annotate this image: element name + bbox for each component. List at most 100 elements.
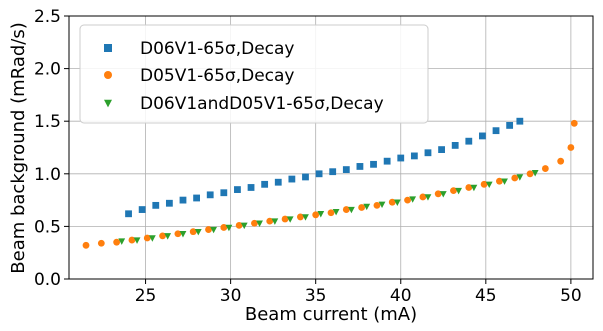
data-point — [404, 196, 411, 204]
data-point — [370, 160, 377, 168]
data-point — [438, 146, 445, 154]
data-point — [247, 184, 255, 191]
data-point — [470, 184, 478, 192]
data-point — [164, 233, 172, 240]
data-point — [288, 175, 296, 183]
data-point — [225, 224, 233, 232]
data-point — [286, 216, 294, 223]
data-point — [492, 127, 500, 135]
legend-marker — [104, 99, 112, 108]
data-point — [378, 201, 386, 209]
data-point — [234, 186, 241, 193]
x-tick-label: 25 — [135, 286, 157, 306]
data-point — [383, 157, 391, 165]
legend-label-d06v1: D06V1-65σ,Decay — [140, 39, 295, 59]
data-point — [266, 217, 274, 225]
plot-frame — [68, 15, 594, 280]
data-point — [397, 154, 405, 162]
data-point — [152, 201, 160, 209]
legend-label-d05v1: D05V1-65σ,Decay — [140, 66, 295, 86]
data-point — [356, 163, 364, 170]
legend-marker — [104, 71, 112, 79]
data-point — [451, 141, 459, 149]
data-point — [159, 232, 166, 240]
data-point — [342, 166, 350, 173]
data-point — [501, 178, 508, 185]
data-point — [205, 226, 212, 233]
data-point — [189, 228, 197, 236]
data-point — [439, 191, 447, 198]
data-point — [235, 221, 243, 229]
y-tick-label: 1.0 — [34, 165, 61, 185]
x-tick-label: 35 — [305, 286, 327, 306]
data-point — [373, 201, 381, 209]
y-tick-label: 0.5 — [34, 217, 61, 237]
x-tick-label: 30 — [220, 286, 242, 306]
data-point — [97, 239, 105, 247]
data-point — [363, 203, 371, 211]
data-point — [496, 177, 503, 185]
x-axis-label: Beam current (mA) — [245, 304, 417, 325]
data-point — [193, 194, 200, 202]
data-point — [240, 222, 248, 230]
data-point — [557, 157, 565, 165]
data-point — [220, 189, 228, 197]
data-point — [424, 149, 432, 157]
data-point — [206, 191, 214, 199]
data-point — [358, 204, 366, 211]
y-tick-label: 0.0 — [34, 270, 61, 290]
y-tick-label: 2.0 — [34, 60, 61, 80]
legend-marker — [104, 44, 112, 52]
x-tick-label: 50 — [560, 286, 582, 306]
series-0 — [125, 117, 524, 218]
data-point — [271, 218, 279, 225]
data-point — [118, 238, 126, 245]
data-point — [312, 211, 320, 219]
data-point — [465, 137, 473, 145]
data-point — [531, 170, 539, 177]
data-point — [281, 215, 289, 223]
data-point — [138, 206, 146, 213]
data-point — [455, 187, 462, 195]
series-2 — [118, 170, 539, 245]
legend-box — [79, 24, 429, 124]
legend-label-combined: D06V1andD05V1-65σ,Decay — [140, 94, 384, 114]
data-point — [133, 237, 141, 244]
data-point — [511, 174, 519, 182]
data-point — [434, 190, 442, 198]
legend: D06V1-65σ,Decay D05V1-65σ,Decay D06V1and… — [79, 24, 429, 124]
data-point — [393, 199, 401, 206]
series-1 — [82, 119, 578, 249]
data-point — [315, 170, 323, 178]
data-point — [82, 241, 90, 249]
data-point — [342, 206, 350, 213]
data-point — [148, 235, 156, 242]
data-point — [302, 214, 309, 221]
data-point — [567, 144, 575, 151]
data-point — [410, 152, 418, 160]
data-point — [128, 236, 136, 244]
data-point — [274, 178, 282, 186]
data-point — [125, 210, 132, 218]
data-point — [332, 208, 340, 216]
data-point — [329, 168, 337, 176]
data-point — [348, 206, 355, 214]
data-point — [256, 220, 263, 227]
data-point — [570, 119, 578, 127]
data-point — [424, 194, 432, 201]
data-point — [296, 213, 304, 221]
data-point — [210, 226, 218, 234]
data-points — [82, 117, 578, 249]
data-point — [541, 165, 549, 172]
data-point — [251, 219, 258, 227]
data-point — [516, 174, 524, 181]
data-point — [220, 224, 228, 231]
data-point — [465, 184, 473, 191]
x-tick-label: 45 — [475, 286, 497, 306]
data-point — [419, 193, 427, 201]
data-point — [143, 234, 151, 242]
y-axis-label: Beam background (mRad/s) — [8, 22, 29, 273]
data-point — [174, 230, 182, 238]
y-tick-label: 1.5 — [34, 112, 61, 132]
